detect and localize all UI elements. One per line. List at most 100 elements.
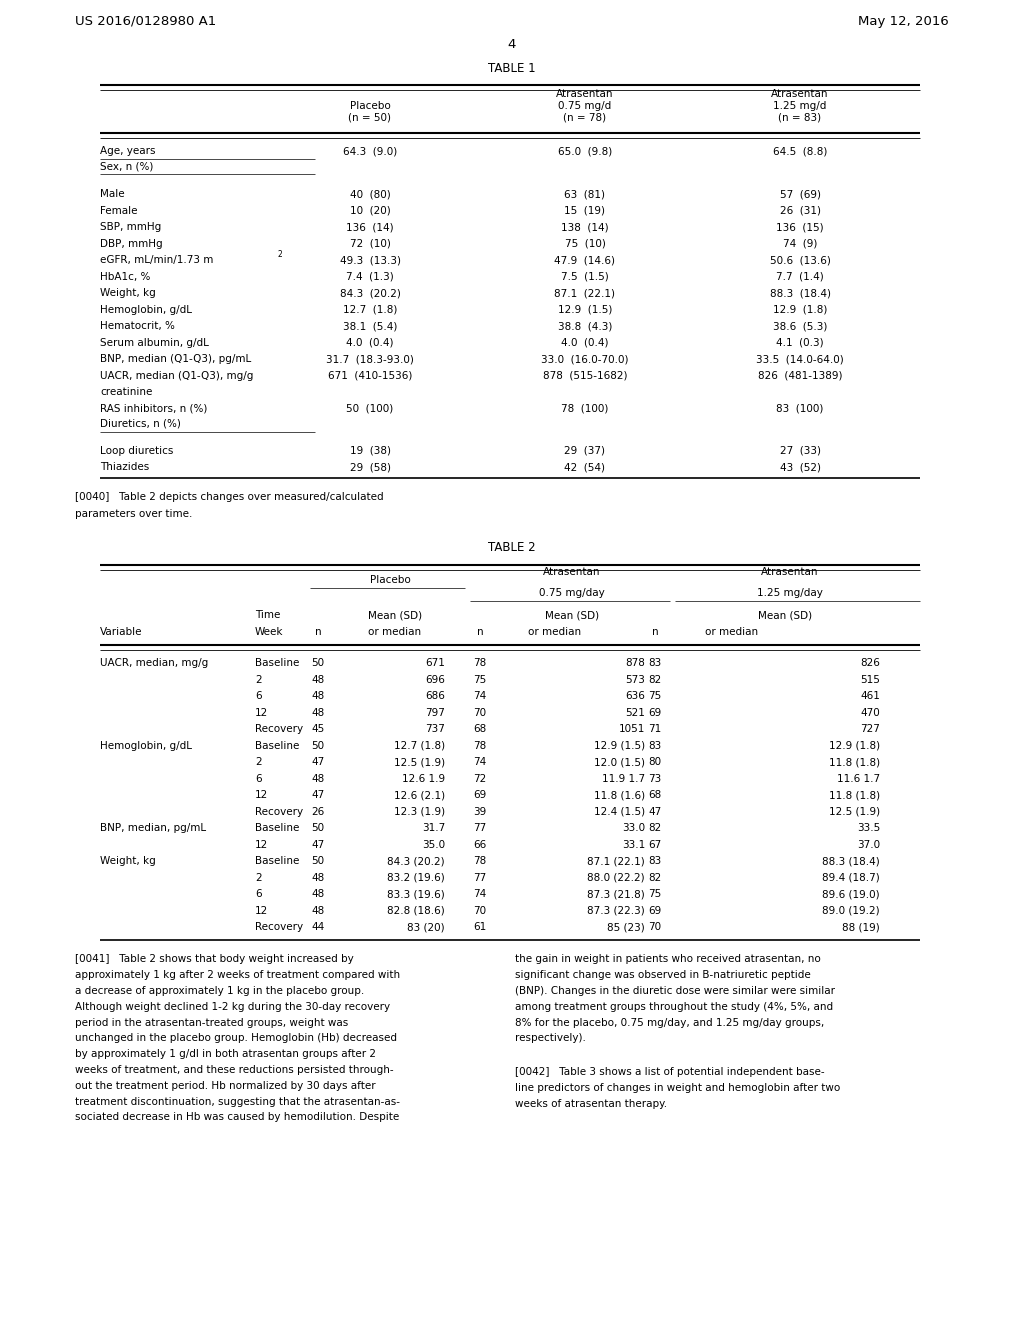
- Text: 12: 12: [255, 791, 268, 800]
- Text: 696: 696: [425, 675, 445, 685]
- Text: 74  (9): 74 (9): [782, 239, 817, 249]
- Text: 89.4 (18.7): 89.4 (18.7): [822, 873, 880, 883]
- Text: 64.5  (8.8): 64.5 (8.8): [773, 147, 827, 157]
- Text: 38.6  (5.3): 38.6 (5.3): [773, 321, 827, 331]
- Text: Mean (SD): Mean (SD): [758, 610, 812, 620]
- Text: 37.0: 37.0: [857, 840, 880, 850]
- Text: 4.0  (0.4): 4.0 (0.4): [561, 338, 608, 348]
- Text: Weight, kg: Weight, kg: [100, 288, 156, 298]
- Text: 1051: 1051: [618, 725, 645, 734]
- Text: 737: 737: [425, 725, 445, 734]
- Text: 78: 78: [473, 659, 486, 668]
- Text: 73: 73: [648, 774, 662, 784]
- Text: UACR, median (Q1-Q3), mg/g: UACR, median (Q1-Q3), mg/g: [100, 371, 253, 381]
- Text: 1.25 mg/day: 1.25 mg/day: [757, 589, 823, 598]
- Text: 85 (23): 85 (23): [607, 923, 645, 932]
- Text: 72: 72: [473, 774, 486, 784]
- Text: 2: 2: [255, 873, 261, 883]
- Text: [0040]   Table 2 depicts changes over measured/calculated: [0040] Table 2 depicts changes over meas…: [75, 492, 384, 503]
- Text: 10  (20): 10 (20): [349, 206, 390, 216]
- Text: 31.7: 31.7: [422, 824, 445, 833]
- Text: 74: 74: [473, 758, 486, 767]
- Text: treatment discontinuation, suggesting that the atrasentan-as-: treatment discontinuation, suggesting th…: [75, 1097, 400, 1106]
- Text: 40  (80): 40 (80): [349, 189, 390, 199]
- Text: 50  (100): 50 (100): [346, 404, 393, 414]
- Text: 88.3 (18.4): 88.3 (18.4): [822, 857, 880, 866]
- Text: RAS inhibitors, n (%): RAS inhibitors, n (%): [100, 404, 208, 414]
- Text: DBP, mmHg: DBP, mmHg: [100, 239, 163, 249]
- Text: 50: 50: [311, 824, 325, 833]
- Text: 4: 4: [508, 38, 516, 51]
- Text: 12.5 (1.9): 12.5 (1.9): [394, 758, 445, 767]
- Text: 19  (38): 19 (38): [349, 446, 390, 455]
- Text: 48: 48: [311, 873, 325, 883]
- Text: 12.4 (1.5): 12.4 (1.5): [594, 807, 645, 817]
- Text: 69: 69: [648, 906, 662, 916]
- Text: 83  (100): 83 (100): [776, 404, 823, 414]
- Text: Baseline: Baseline: [255, 857, 299, 866]
- Text: US 2016/0128980 A1: US 2016/0128980 A1: [75, 15, 216, 28]
- Text: 136  (15): 136 (15): [776, 222, 824, 232]
- Text: 470: 470: [860, 708, 880, 718]
- Text: 82.8 (18.6): 82.8 (18.6): [387, 906, 445, 916]
- Text: UACR, median, mg/g: UACR, median, mg/g: [100, 659, 208, 668]
- Text: n: n: [477, 627, 483, 638]
- Text: 84.3  (20.2): 84.3 (20.2): [340, 288, 400, 298]
- Text: 83: 83: [648, 857, 662, 866]
- Text: 33.1: 33.1: [622, 840, 645, 850]
- Text: 573: 573: [625, 675, 645, 685]
- Text: 878: 878: [625, 659, 645, 668]
- Text: Atrasentan: Atrasentan: [771, 88, 828, 99]
- Text: n: n: [314, 627, 322, 638]
- Text: 88 (19): 88 (19): [843, 923, 880, 932]
- Text: Atrasentan: Atrasentan: [544, 568, 601, 577]
- Text: [0041]   Table 2 shows that body weight increased by: [0041] Table 2 shows that body weight in…: [75, 954, 353, 965]
- Text: 26: 26: [311, 807, 325, 817]
- Text: among treatment groups throughout the study (4%, 5%, and: among treatment groups throughout the st…: [515, 1002, 834, 1012]
- Text: Placebo: Placebo: [349, 102, 390, 111]
- Text: 7.7  (1.4): 7.7 (1.4): [776, 272, 824, 282]
- Text: 48: 48: [311, 708, 325, 718]
- Text: Variable: Variable: [100, 627, 142, 638]
- Text: Diuretics, n (%): Diuretics, n (%): [100, 418, 181, 429]
- Text: by approximately 1 g/dl in both atrasentan groups after 2: by approximately 1 g/dl in both atrasent…: [75, 1049, 376, 1059]
- Text: 27  (33): 27 (33): [779, 446, 820, 455]
- Text: 78: 78: [473, 857, 486, 866]
- Text: 47: 47: [311, 758, 325, 767]
- Text: [0042]   Table 3 shows a list of potential independent base-: [0042] Table 3 shows a list of potential…: [515, 1068, 824, 1077]
- Text: 47: 47: [311, 840, 325, 850]
- Text: 33.0: 33.0: [622, 824, 645, 833]
- Text: weeks of treatment, and these reductions persisted through-: weeks of treatment, and these reductions…: [75, 1065, 393, 1074]
- Text: 671  (410-1536): 671 (410-1536): [328, 371, 413, 381]
- Text: May 12, 2016: May 12, 2016: [858, 15, 949, 28]
- Text: 84.3 (20.2): 84.3 (20.2): [387, 857, 445, 866]
- Text: BNP, median, pg/mL: BNP, median, pg/mL: [100, 824, 206, 833]
- Text: approximately 1 kg after 2 weeks of treatment compared with: approximately 1 kg after 2 weeks of trea…: [75, 970, 400, 981]
- Text: Placebo: Placebo: [370, 576, 411, 586]
- Text: 48: 48: [311, 692, 325, 701]
- Text: 47: 47: [648, 807, 662, 817]
- Text: 6: 6: [255, 890, 261, 899]
- Text: 461: 461: [860, 692, 880, 701]
- Text: 89.6 (19.0): 89.6 (19.0): [822, 890, 880, 899]
- Text: Atrasentan: Atrasentan: [556, 88, 613, 99]
- Text: 878  (515-1682): 878 (515-1682): [543, 371, 628, 381]
- Text: Recovery: Recovery: [255, 923, 303, 932]
- Text: 12.7 (1.8): 12.7 (1.8): [394, 741, 445, 751]
- Text: 12: 12: [255, 840, 268, 850]
- Text: 29  (37): 29 (37): [564, 446, 605, 455]
- Text: sociated decrease in Hb was caused by hemodilution. Despite: sociated decrease in Hb was caused by he…: [75, 1113, 399, 1122]
- Text: 82: 82: [648, 873, 662, 883]
- Text: 38.8  (4.3): 38.8 (4.3): [558, 321, 612, 331]
- Text: period in the atrasentan-treated groups, weight was: period in the atrasentan-treated groups,…: [75, 1018, 348, 1028]
- Text: 12.3 (1.9): 12.3 (1.9): [394, 807, 445, 817]
- Text: 75: 75: [648, 692, 662, 701]
- Text: 61: 61: [473, 923, 486, 932]
- Text: 727: 727: [860, 725, 880, 734]
- Text: 64.3  (9.0): 64.3 (9.0): [343, 147, 397, 157]
- Text: 826: 826: [860, 659, 880, 668]
- Text: significant change was observed in B-natriuretic peptide: significant change was observed in B-nat…: [515, 970, 811, 981]
- Text: 69: 69: [473, 791, 486, 800]
- Text: Mean (SD): Mean (SD): [368, 610, 422, 620]
- Text: TABLE 2: TABLE 2: [488, 541, 536, 554]
